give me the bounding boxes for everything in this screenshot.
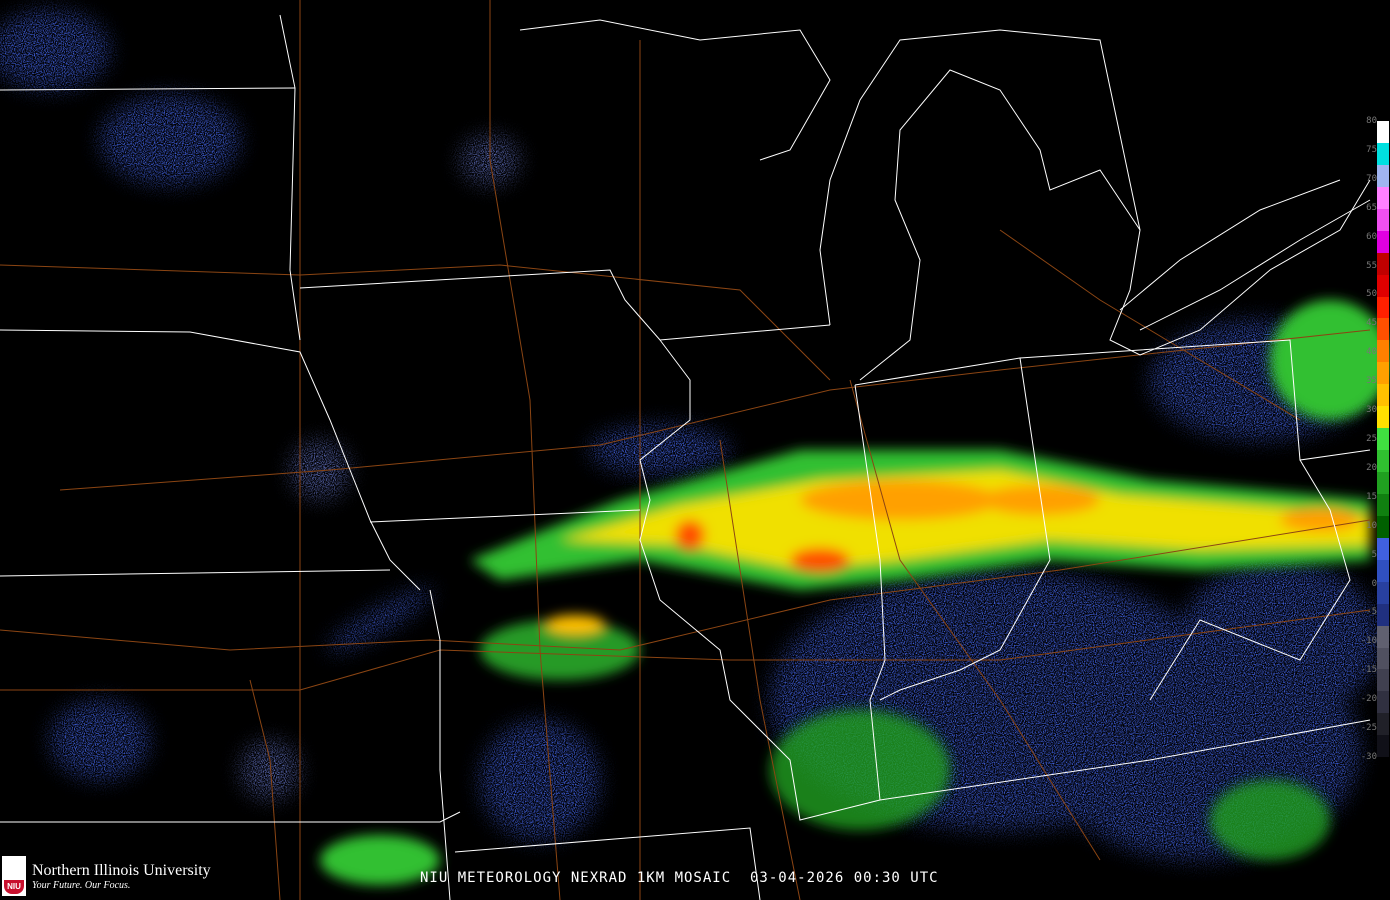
- color-scale-swatch: [1377, 121, 1389, 143]
- color-scale-label: 5: [1371, 549, 1377, 560]
- color-scale-swatch: [1377, 735, 1389, 758]
- color-scale-swatch: [1377, 142, 1389, 165]
- color-scale-label: 50: [1366, 289, 1377, 300]
- state-borders: [0, 14, 1371, 900]
- color-scale-swatch: [1377, 208, 1389, 231]
- color-scale-swatch: [1377, 362, 1389, 385]
- color-scale-swatch: [1377, 472, 1389, 494]
- color-scale-swatch: [1377, 384, 1389, 407]
- color-scale-swatch: [1377, 537, 1389, 560]
- color-scale-label: 60: [1366, 231, 1377, 242]
- color-scale-swatch: [1377, 669, 1389, 692]
- color-scale-swatch: [1377, 252, 1389, 275]
- logo-badge: NIU: [4, 880, 24, 894]
- color-scale-label: 15: [1366, 491, 1377, 502]
- logo-tagline: Your Future. Our Focus.: [32, 880, 131, 891]
- color-scale-swatch: [1377, 296, 1389, 319]
- niu-logo: NIU Northern Illinois University Your Fu…: [2, 856, 211, 896]
- color-scale-label: -30: [1360, 752, 1377, 762]
- color-scale-swatch: [1377, 318, 1389, 341]
- color-scale-swatch: [1377, 428, 1389, 451]
- map-caption: NIU METEOROLOGY NEXRAD 1KM MOSAIC 03-04-…: [420, 870, 939, 886]
- color-scale-label: 10: [1366, 520, 1377, 531]
- color-scale-swatch: [1377, 340, 1389, 363]
- color-scale-swatch: [1377, 164, 1389, 187]
- color-scale-label: 65: [1366, 202, 1377, 213]
- color-scale-label: -15: [1360, 665, 1377, 676]
- color-scale-swatch: [1377, 603, 1389, 626]
- color-scale-swatch: [1377, 230, 1389, 253]
- color-scale-swatch: [1377, 406, 1389, 429]
- color-scale-label: 35: [1366, 376, 1377, 387]
- color-scale-swatch: [1377, 559, 1389, 582]
- color-scale-swatch: [1377, 713, 1389, 736]
- color-scale-swatch: [1377, 647, 1389, 670]
- logo-name: Northern Illinois University: [32, 862, 211, 879]
- radar-echoes: [0, 10, 1390, 885]
- niu-shield-icon: NIU: [2, 856, 26, 896]
- color-scale-label: 80: [1366, 116, 1377, 126]
- color-scale-label: -20: [1360, 694, 1377, 705]
- color-scale-label: 25: [1366, 434, 1377, 444]
- color-scale-label: 55: [1366, 260, 1377, 271]
- color-scale-swatch: [1377, 186, 1389, 209]
- color-scale-swatch: [1377, 581, 1389, 604]
- color-scale-label: 0: [1371, 578, 1377, 589]
- color-scale-label: 45: [1366, 318, 1377, 329]
- color-scale-label: 20: [1366, 462, 1377, 473]
- moderate-echoes: [320, 300, 1390, 885]
- color-scale-label: 75: [1366, 144, 1377, 155]
- color-scale-swatch: [1377, 274, 1389, 297]
- color-scale-swatch: [1377, 493, 1389, 516]
- color-scale-labels: 80 75 70 65 60 55 50 45 40 35 30 25 20 15 10 5 0 -5 -10 -15…: [1355, 116, 1377, 762]
- color-scale-swatch: [1377, 625, 1389, 648]
- color-scale-swatch: [1377, 515, 1389, 538]
- color-scale-label: -5: [1366, 607, 1377, 618]
- color-scale-label: 70: [1366, 173, 1377, 184]
- color-scale-label: -25: [1360, 723, 1377, 734]
- color-scale-swatch: [1377, 691, 1389, 714]
- color-scale-label: 40: [1366, 347, 1377, 358]
- color-scale-label: -10: [1360, 636, 1377, 647]
- color-scale-label: 30: [1366, 405, 1377, 416]
- light-echoes: [0, 10, 1380, 860]
- reflectivity-color-scale: [1377, 121, 1389, 758]
- color-scale-swatch: [1377, 450, 1389, 472]
